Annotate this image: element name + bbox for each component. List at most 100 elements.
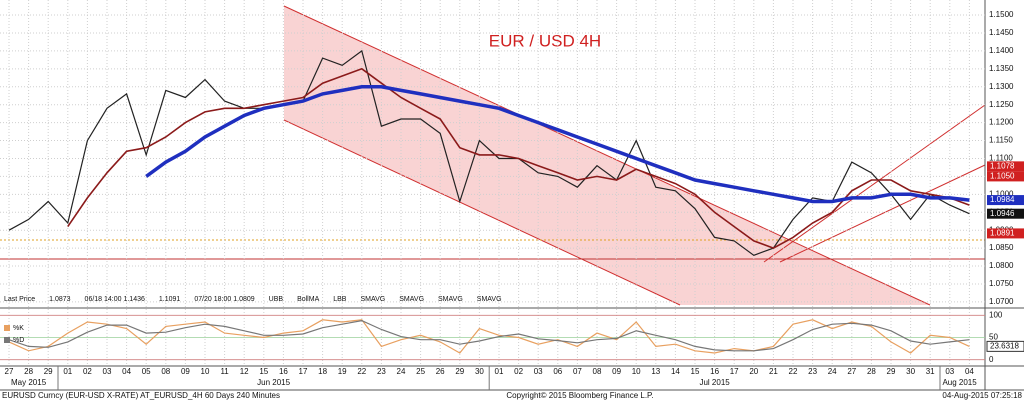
y-tick-label: 1.0850 xyxy=(989,243,1014,252)
channel-line xyxy=(283,119,681,306)
osc-legend: %D xyxy=(13,337,24,344)
month-label: Aug 2015 xyxy=(942,378,977,387)
x-tick-label: 06 xyxy=(553,367,562,376)
legend-entry: SMAVG xyxy=(477,296,502,303)
price-tag-label: 1.0984 xyxy=(990,195,1015,204)
x-tick-label: 12 xyxy=(240,367,249,376)
x-tick-label: 20 xyxy=(749,367,758,376)
legend-entry: Last Price xyxy=(4,296,35,303)
x-tick-label: 30 xyxy=(475,367,484,376)
channel-line xyxy=(283,5,931,306)
legend-entry: LBB xyxy=(333,296,347,303)
x-tick-label: 05 xyxy=(142,367,151,376)
y-tick-label: 1.1400 xyxy=(989,46,1014,55)
trend-line xyxy=(763,104,986,263)
x-tick-label: 24 xyxy=(397,367,406,376)
x-tick-label: 23 xyxy=(377,367,386,376)
osc-tick-label: 50 xyxy=(989,333,998,342)
x-tick-label: 04 xyxy=(122,367,131,376)
x-tick-label: 03 xyxy=(103,367,112,376)
y-tick-label: 1.1150 xyxy=(989,136,1013,145)
osc-tag xyxy=(986,340,1024,352)
x-tick-label: 08 xyxy=(593,367,602,376)
x-tick-label: 17 xyxy=(299,367,308,376)
trend-line xyxy=(779,164,986,263)
x-tick-label: 13 xyxy=(651,367,660,376)
x-tick-label: 22 xyxy=(789,367,798,376)
price-tag-label: 1.1078 xyxy=(990,161,1015,170)
price-tag-label: 1.0946 xyxy=(990,209,1015,218)
price-tag xyxy=(987,195,1024,206)
x-tick-label: 09 xyxy=(612,367,621,376)
legend-entry: 1.1091 xyxy=(159,296,181,303)
x-tick-label: 07 xyxy=(573,367,582,376)
x-tick-label: 17 xyxy=(730,367,739,376)
x-tick-label: 22 xyxy=(357,367,366,376)
footer-left: EURUSD Curncy (EUR-USD X-RATE) AT_EURUSD… xyxy=(2,391,280,400)
osc-legend: %K xyxy=(13,325,24,332)
y-tick-label: 1.1300 xyxy=(989,82,1014,91)
osc-tag-label: 23.6318 xyxy=(990,341,1019,350)
x-tick-label: 04 xyxy=(965,367,974,376)
y-tick-label: 1.1500 xyxy=(989,10,1014,19)
legend-entry: UBB xyxy=(269,296,284,303)
legend-entry: 06/18 14:00 1.1436 xyxy=(85,296,145,303)
x-tick-label: 28 xyxy=(867,367,876,376)
month-label: Jun 2015 xyxy=(257,378,290,387)
x-tick-label: 28 xyxy=(24,367,33,376)
x-tick-label: 25 xyxy=(416,367,425,376)
legend-swatch xyxy=(4,325,10,331)
x-tick-label: 24 xyxy=(828,367,837,376)
legend-swatch xyxy=(4,337,10,343)
x-tick-label: 10 xyxy=(632,367,641,376)
x-tick-label: 23 xyxy=(808,367,817,376)
x-tick-label: 10 xyxy=(201,367,210,376)
legend-entry: 07/20 18:00 1.0809 xyxy=(194,296,254,303)
y-tick-label: 1.0700 xyxy=(989,297,1014,306)
month-label: May 2015 xyxy=(11,378,47,387)
x-tick-label: 27 xyxy=(847,367,856,376)
month-label: Jul 2015 xyxy=(699,378,730,387)
x-tick-label: 01 xyxy=(63,367,72,376)
x-tick-label: 03 xyxy=(534,367,543,376)
x-tick-label: 18 xyxy=(318,367,327,376)
x-tick-label: 08 xyxy=(161,367,170,376)
y-tick-label: 1.1100 xyxy=(989,154,1013,163)
footer-right: 04-Aug-2015 07:25:18 xyxy=(942,391,1022,400)
y-tick-label: 1.1450 xyxy=(989,28,1014,37)
osc-tick-label: 0 xyxy=(989,355,994,364)
price-tag-label: 1.0891 xyxy=(990,229,1015,238)
legend-entry: SMAVG xyxy=(399,296,424,303)
price-tag xyxy=(987,171,1024,182)
price-tag-label: 1.1050 xyxy=(990,172,1015,181)
price-tag xyxy=(987,208,1024,219)
x-tick-label: 30 xyxy=(906,367,915,376)
x-tick-label: 02 xyxy=(83,367,92,376)
y-tick-label: 1.1250 xyxy=(989,100,1014,109)
series-line xyxy=(145,85,970,204)
x-tick-label: 15 xyxy=(259,367,268,376)
y-tick-label: 1.1000 xyxy=(989,189,1014,198)
x-tick-label: 15 xyxy=(691,367,700,376)
price-tag xyxy=(987,228,1024,239)
y-tick-label: 1.1200 xyxy=(989,118,1014,127)
x-tick-label: 01 xyxy=(495,367,504,376)
legend-entry: SMAVG xyxy=(360,296,385,303)
x-tick-label: 31 xyxy=(926,367,935,376)
x-tick-label: 27 xyxy=(5,367,14,376)
x-tick-label: 29 xyxy=(455,367,464,376)
y-tick-label: 1.0800 xyxy=(989,261,1014,270)
x-tick-label: 14 xyxy=(671,367,680,376)
x-tick-label: 02 xyxy=(514,367,523,376)
legend-entry: BollMA xyxy=(297,296,320,303)
legend-entry: 1.0873 xyxy=(49,296,71,303)
x-tick-label: 11 xyxy=(220,367,229,376)
x-tick-label: 16 xyxy=(710,367,719,376)
x-tick-label: 19 xyxy=(338,367,347,376)
y-tick-label: 1.0750 xyxy=(989,279,1014,288)
legend-entry: SMAVG xyxy=(438,296,463,303)
x-tick-label: 26 xyxy=(436,367,445,376)
x-tick-label: 21 xyxy=(769,367,778,376)
x-tick-label: 09 xyxy=(181,367,190,376)
footer-center: Copyright© 2015 Bloomberg Finance L.P. xyxy=(506,391,653,400)
